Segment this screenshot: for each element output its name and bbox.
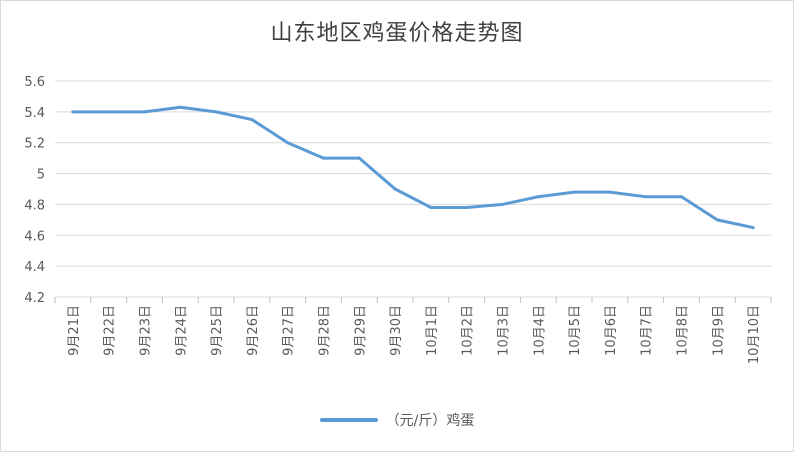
data-point bbox=[143, 110, 146, 114]
data-point bbox=[572, 190, 576, 194]
x-tick-label: 9月29日 bbox=[353, 305, 368, 356]
data-point bbox=[751, 226, 755, 230]
x-tick-label: 10月6日 bbox=[604, 305, 619, 356]
x-tick-label: 9月21日 bbox=[67, 305, 82, 356]
data-point bbox=[357, 156, 361, 160]
data-point bbox=[107, 110, 111, 114]
data-point bbox=[178, 105, 182, 109]
data-point bbox=[71, 110, 75, 114]
y-tick-label: 5.2 bbox=[24, 137, 45, 152]
y-tick-label: 5 bbox=[37, 168, 45, 183]
data-point bbox=[465, 206, 469, 210]
chart-title: 山东地区鸡蛋价格走势图 bbox=[270, 21, 524, 46]
legend-line-swatch bbox=[319, 418, 378, 422]
data-point bbox=[644, 195, 648, 199]
x-tick-label: 10月2日 bbox=[461, 305, 476, 356]
legend: （元/斤）鸡蛋 bbox=[1, 410, 793, 430]
x-tick-label: 10月10日 bbox=[747, 305, 762, 364]
data-point bbox=[680, 195, 683, 199]
y-tick-label: 4.2 bbox=[24, 291, 45, 306]
x-tick-label: 10月1日 bbox=[425, 305, 440, 356]
x-tick-label: 9月22日 bbox=[103, 305, 118, 356]
y-tick-label: 5.6 bbox=[24, 75, 45, 90]
legend-label: （元/斤）鸡蛋 bbox=[385, 413, 475, 429]
data-point bbox=[501, 202, 504, 206]
y-tick-label: 4.8 bbox=[24, 198, 45, 213]
data-point bbox=[393, 187, 397, 191]
x-tick-label: 10月8日 bbox=[676, 305, 691, 356]
x-tick-label: 10月7日 bbox=[640, 305, 655, 356]
x-tick-label: 10月4日 bbox=[532, 305, 547, 356]
y-tick-label: 4.4 bbox=[24, 260, 45, 275]
data-point bbox=[715, 218, 719, 222]
data-point bbox=[608, 190, 612, 194]
y-tick-label: 5.4 bbox=[24, 106, 45, 121]
x-tick-label: 10月3日 bbox=[497, 305, 512, 356]
data-point bbox=[536, 195, 540, 199]
y-tick-label: 4.6 bbox=[24, 229, 45, 244]
x-tick-label: 9月26日 bbox=[246, 305, 261, 356]
data-point bbox=[429, 206, 433, 210]
x-tick-label: 10月5日 bbox=[568, 305, 583, 356]
x-tick-label: 9月24日 bbox=[174, 305, 189, 356]
series-line bbox=[71, 105, 755, 230]
x-tick-label: 9月28日 bbox=[318, 305, 333, 356]
x-tick-label: 10月9日 bbox=[711, 305, 726, 356]
x-tick-label: 9月30日 bbox=[389, 305, 404, 356]
x-tick-label: 9月27日 bbox=[282, 305, 297, 356]
data-point bbox=[214, 110, 218, 114]
data-point bbox=[322, 156, 325, 160]
data-point bbox=[250, 118, 254, 122]
data-point bbox=[286, 141, 290, 145]
x-tick-label: 9月25日 bbox=[210, 305, 225, 356]
x-tick-label: 9月23日 bbox=[139, 305, 154, 356]
